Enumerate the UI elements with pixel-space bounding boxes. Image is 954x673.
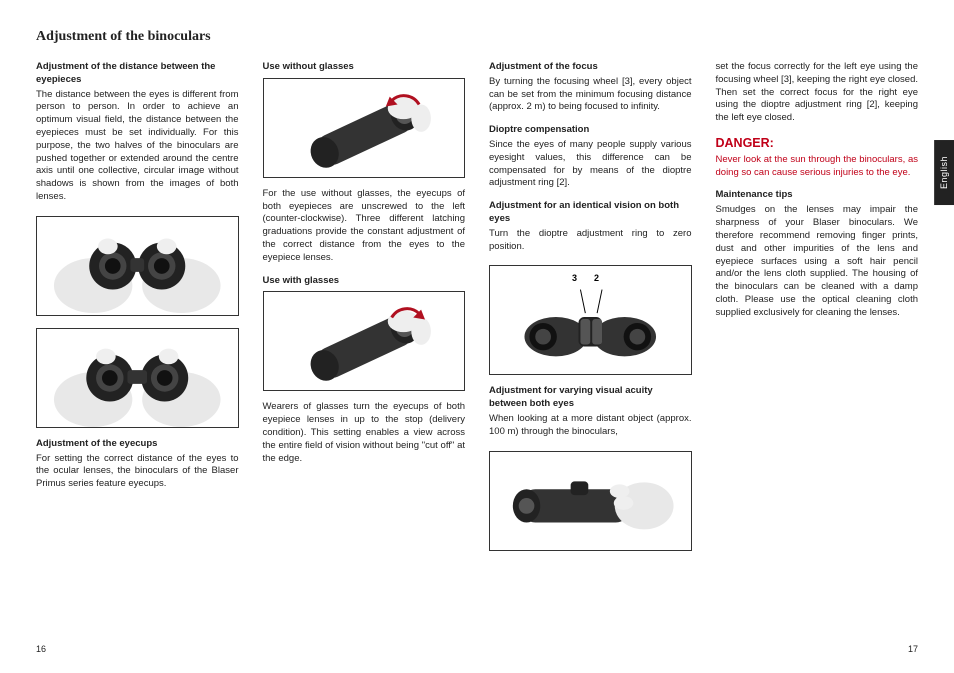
heading-focus: Adjustment of the focus xyxy=(489,61,692,74)
heading-identical-vision: Adjustment for an identical vision on bo… xyxy=(489,200,692,226)
content-columns: Adjustment of the distance between the e… xyxy=(36,61,918,561)
figure-hold-binoculars-2 xyxy=(36,328,239,428)
side-tab-language: English xyxy=(934,140,954,205)
annotation-3: 3 xyxy=(572,272,577,284)
column-4: set the focus correctly for the left eye… xyxy=(716,61,919,561)
figure-focus-dioptre: 3 2 xyxy=(489,265,692,375)
para-maintenance: Smudges on the lenses may impair the sha… xyxy=(716,204,919,319)
para-with-glasses: Wearers of glasses turn the eyecups of b… xyxy=(263,401,466,465)
figure-with-glasses xyxy=(263,291,466,391)
figure-varying-acuity xyxy=(489,451,692,551)
para-distance: The distance between the eyes is differe… xyxy=(36,89,239,204)
column-3: Adjustment of the focus By turning the f… xyxy=(489,61,692,561)
para-set-focus-continued: set the focus correctly for the left eye… xyxy=(716,61,919,125)
para-varying-acuity: When looking at a more distant object (a… xyxy=(489,413,692,439)
heading-varying-acuity: Adjustment for varying visual acuity bet… xyxy=(489,385,692,411)
annotation-2: 2 xyxy=(594,272,599,284)
column-2: Use without glasses For the use without … xyxy=(263,61,466,561)
page-number-right: 17 xyxy=(908,643,918,655)
page-number-left: 16 xyxy=(36,643,46,655)
page-title: Adjustment of the binoculars xyxy=(36,28,918,47)
heading-with-glasses: Use with glasses xyxy=(263,275,466,288)
para-focus: By turning the focusing wheel [3], every… xyxy=(489,76,692,114)
para-dioptre: Since the eyes of many people supply var… xyxy=(489,139,692,190)
danger-heading: DANGER: xyxy=(716,135,919,152)
para-identical-vision: Turn the dioptre adjustment ring to zero… xyxy=(489,228,692,254)
para-no-glasses: For the use without glasses, the eyecups… xyxy=(263,188,466,265)
heading-distance: Adjustment of the distance between the e… xyxy=(36,61,239,87)
para-eyecups: For setting the correct distance of the … xyxy=(36,453,239,491)
heading-maintenance: Maintenance tips xyxy=(716,189,919,202)
heading-no-glasses: Use without glasses xyxy=(263,61,466,74)
danger-text: Never look at the sun through the binocu… xyxy=(716,154,919,180)
heading-eyecups: Adjustment of the eyecups xyxy=(36,438,239,451)
figure-hold-binoculars-1 xyxy=(36,216,239,316)
column-1: Adjustment of the distance between the e… xyxy=(36,61,239,561)
figure-no-glasses xyxy=(263,78,466,178)
heading-dioptre: Dioptre compensation xyxy=(489,124,692,137)
